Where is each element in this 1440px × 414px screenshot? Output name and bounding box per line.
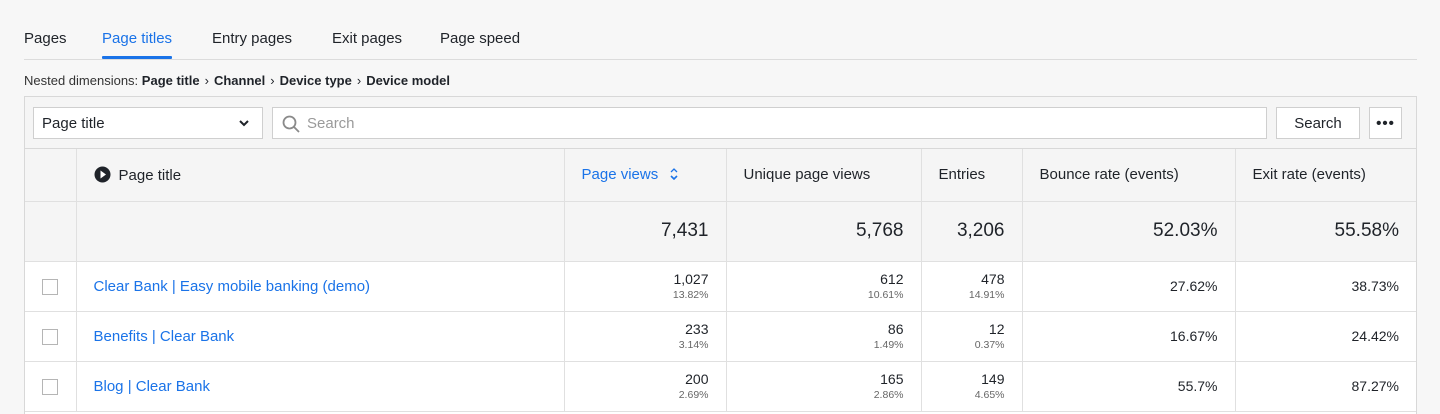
total-unique-page-views: 5,768 <box>726 201 922 262</box>
page-views-value: 1,027 <box>673 271 709 287</box>
total-exit-rate: 55.58% <box>1235 201 1416 262</box>
header-bounce-rate[interactable]: Bounce rate (events) <box>1022 149 1236 202</box>
tab-bar: Pages Page titles Entry pages Exit pages… <box>24 30 1417 60</box>
cell-entries: 149 4.65% <box>921 361 1023 412</box>
total-entries: 3,206 <box>921 201 1023 262</box>
unique-page-views-percent: 1.49% <box>873 339 904 351</box>
header-entries[interactable]: Entries <box>921 149 1023 202</box>
cell-page-views: 233 3.14% <box>564 311 727 362</box>
tab-pages[interactable]: Pages <box>24 30 67 47</box>
breadcrumb-dim-device-model[interactable]: Device model <box>366 73 451 88</box>
row-page-title-link[interactable]: Benefits | Clear Bank <box>76 311 565 362</box>
total-page-views: 7,431 <box>564 201 727 262</box>
cell-exit-rate: 87.27% <box>1235 361 1416 412</box>
row-select-cell <box>25 261 77 312</box>
cell-unique-page-views: 86 1.49% <box>726 311 922 362</box>
dimension-select[interactable]: Page title <box>33 107 263 139</box>
entries-percent: 0.37% <box>974 339 1005 351</box>
unique-page-views-value: 86 <box>887 321 904 337</box>
page-views-percent: 3.14% <box>678 339 709 351</box>
search-input[interactable] <box>307 112 1247 134</box>
totals-row: 7,431 5,768 3,206 52.03% 55.58% <box>25 201 1416 262</box>
table-row: Clear Bank | Easy mobile banking (demo) … <box>25 261 1416 312</box>
breadcrumb-lead: Nested dimensions: <box>24 73 139 88</box>
tab-page-speed[interactable]: Page speed <box>440 30 521 47</box>
header-page-title[interactable]: Page title <box>76 149 565 202</box>
cell-page-views: 1,027 13.82% <box>564 261 727 312</box>
table-header-row: Page title Page views Unique page views … <box>25 149 1416 202</box>
chevron-right-icon: › <box>356 73 362 88</box>
table-row: Blog | Clear Bank 200 2.69% 165 2.86% 149 4… <box>25 361 1416 412</box>
entries-percent: 4.65% <box>974 389 1005 401</box>
header-page-title-label: Page title <box>118 166 182 184</box>
page-views-value: 200 <box>685 371 709 387</box>
breadcrumb-dim-page-title[interactable]: Page title <box>141 73 200 88</box>
report-card: Page title Search ••• Page title Page vi… <box>24 96 1417 414</box>
header-select-cell <box>25 149 77 202</box>
entries-value: 149 <box>981 371 1005 387</box>
tab-exit-pages[interactable]: Exit pages <box>332 30 403 47</box>
header-page-views-label: Page views <box>581 166 659 184</box>
tab-entry-pages[interactable]: Entry pages <box>212 30 293 47</box>
page-titles-table: Page title Page views Unique page views … <box>25 149 1416 412</box>
header-exit-rate[interactable]: Exit rate (events) <box>1235 149 1416 202</box>
cell-exit-rate: 38.73% <box>1235 261 1416 312</box>
cell-bounce-rate: 16.67% <box>1022 311 1236 362</box>
entries-value: 478 <box>981 271 1005 287</box>
cell-exit-rate: 24.42% <box>1235 311 1416 362</box>
row-checkbox[interactable] <box>42 278 59 295</box>
search-icon <box>282 115 300 133</box>
unique-page-views-value: 612 <box>880 271 904 287</box>
row-checkbox[interactable] <box>42 328 59 345</box>
cell-page-views: 200 2.69% <box>564 361 727 412</box>
row-page-title-link[interactable]: Blog | Clear Bank <box>76 361 565 412</box>
cell-entries: 12 0.37% <box>921 311 1023 362</box>
dimension-select-value: Page title <box>42 115 105 132</box>
row-select-cell <box>25 361 77 412</box>
row-select-cell <box>25 311 77 362</box>
page-views-percent: 2.69% <box>678 389 709 401</box>
breadcrumb-dim-device-type[interactable]: Device type <box>279 73 352 88</box>
search-box <box>272 107 1267 139</box>
unique-page-views-percent: 10.61% <box>867 289 904 301</box>
play-circle-icon <box>94 166 110 183</box>
header-page-views[interactable]: Page views <box>564 149 727 202</box>
header-unique-page-views[interactable]: Unique page views <box>726 149 922 202</box>
more-options-button[interactable]: ••• <box>1369 107 1402 139</box>
breadcrumb-dim-channel[interactable]: Channel <box>213 73 266 88</box>
row-page-title-link[interactable]: Clear Bank | Easy mobile banking (demo) <box>76 261 565 312</box>
unique-page-views-value: 165 <box>880 371 904 387</box>
chevron-right-icon: › <box>204 73 209 88</box>
totals-empty-cell <box>25 201 77 262</box>
nested-dimensions-breadcrumb: Nested dimensions: Page title › Channel › De… <box>24 73 450 88</box>
unique-page-views-percent: 2.86% <box>873 389 904 401</box>
tab-page-titles[interactable]: Page titles <box>102 30 173 59</box>
row-checkbox[interactable] <box>42 378 59 395</box>
chevron-right-icon: › <box>270 73 275 88</box>
table-row: Benefits | Clear Bank 233 3.14% 86 1.49% 1… <box>25 311 1416 362</box>
total-bounce-rate: 52.03% <box>1022 201 1236 262</box>
cell-entries: 478 14.91% <box>921 261 1023 312</box>
sort-icon <box>670 168 678 181</box>
cell-bounce-rate: 27.62% <box>1022 261 1236 312</box>
entries-percent: 14.91% <box>968 289 1005 301</box>
chevron-down-icon <box>239 120 249 127</box>
totals-label-cell <box>76 201 565 262</box>
cell-unique-page-views: 165 2.86% <box>726 361 922 412</box>
search-button[interactable]: Search <box>1276 107 1360 139</box>
page-views-percent: 13.82% <box>672 289 709 301</box>
report-toolbar: Page title Search ••• <box>25 97 1416 149</box>
cell-bounce-rate: 55.7% <box>1022 361 1236 412</box>
page-views-value: 233 <box>685 321 709 337</box>
cell-unique-page-views: 612 10.61% <box>726 261 922 312</box>
entries-value: 12 <box>988 321 1005 337</box>
